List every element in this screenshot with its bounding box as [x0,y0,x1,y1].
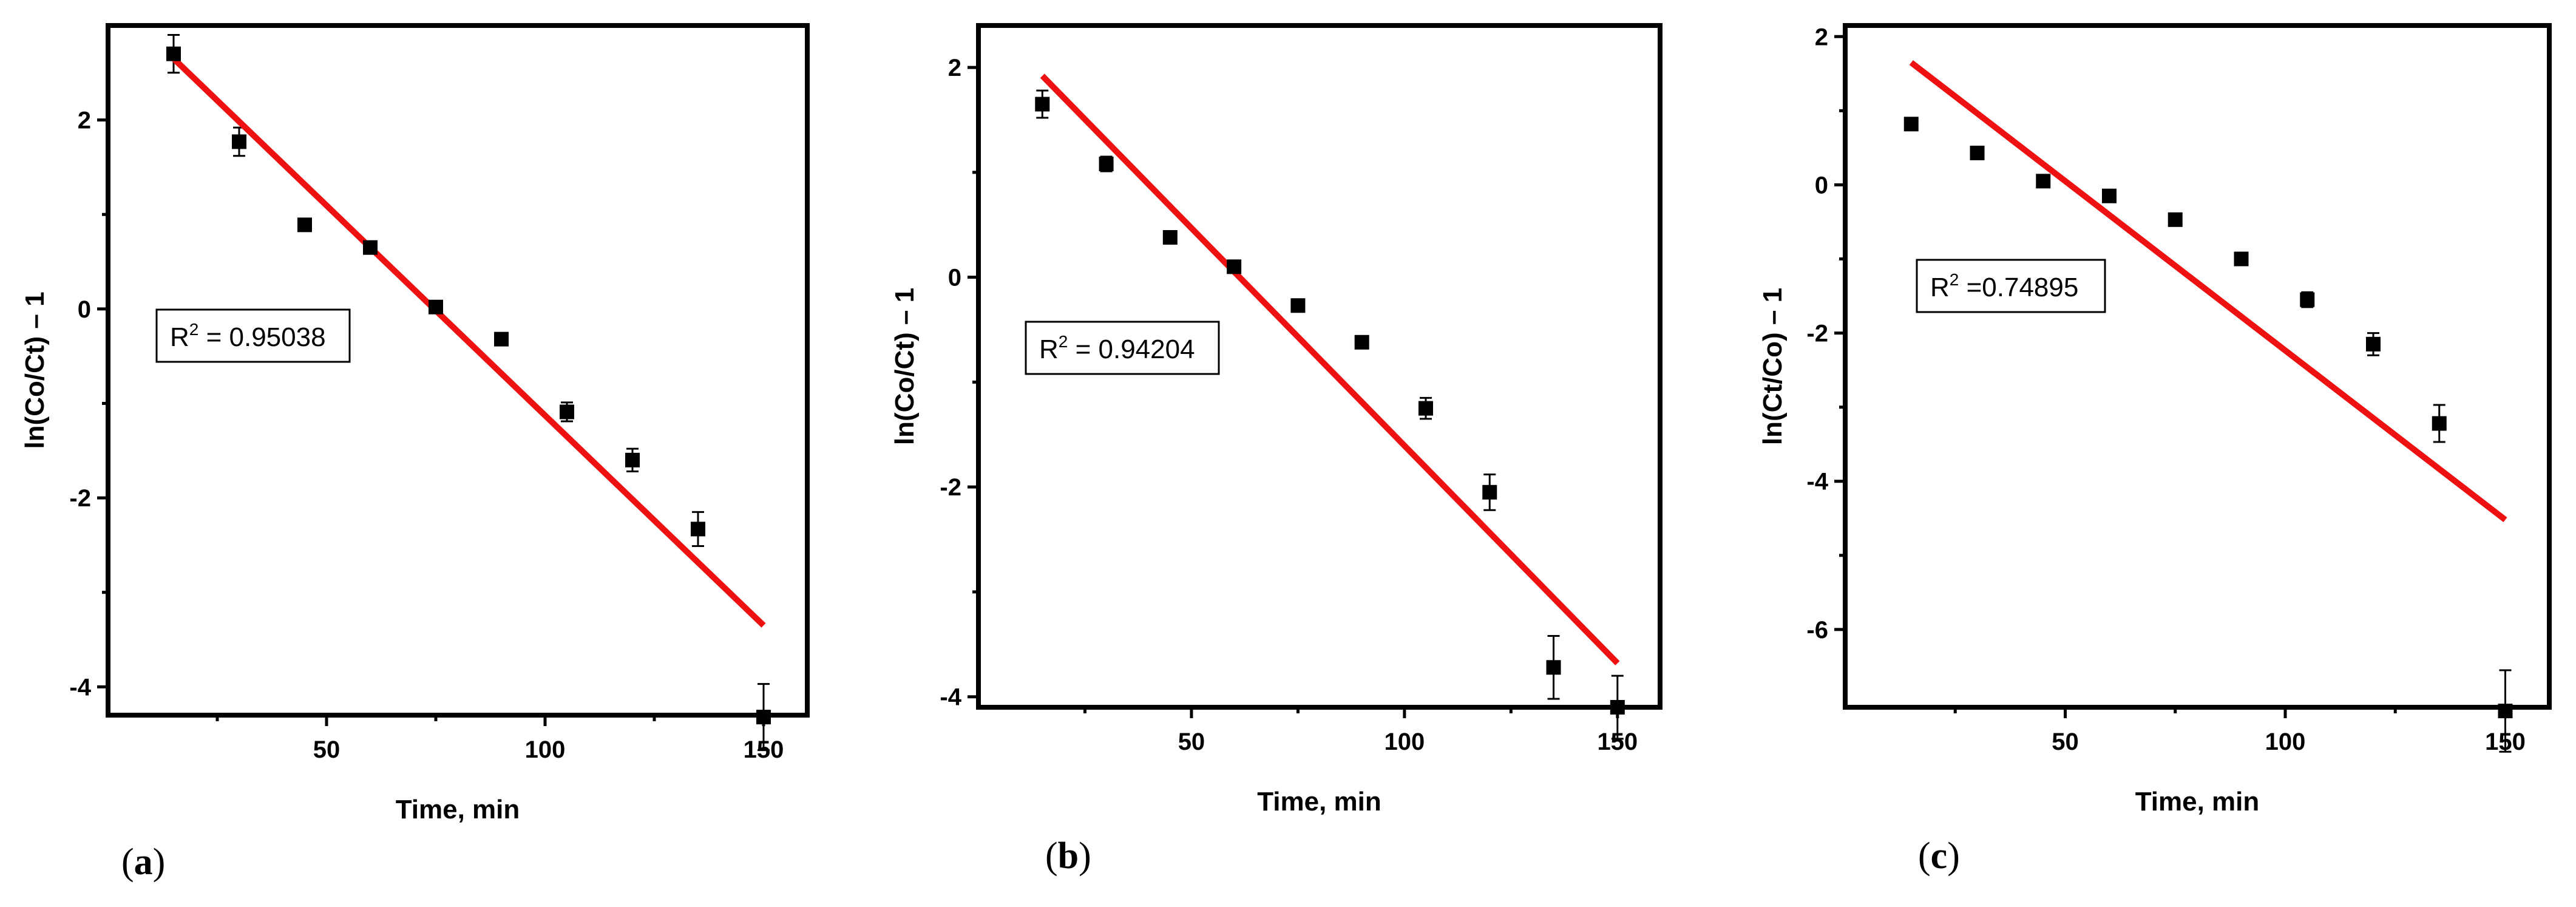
data-point [2234,251,2249,267]
y-tick-label: -2 [69,485,91,512]
y-tick-label: -2 [1806,321,1828,347]
data-point [1354,335,1369,350]
data-point [363,240,378,255]
data-point [2036,174,2051,189]
r2-box [155,308,351,363]
y-tick-label: -6 [1806,617,1828,644]
data-point [1290,298,1306,313]
data-point [2168,212,2183,227]
r2-label: R2 = 0.95038 [170,320,326,352]
data-point [1546,660,1561,675]
data-point [1035,97,1050,112]
x-tick-label: 100 [2265,729,2306,755]
r2-box [1025,321,1220,375]
y-tick-label: 2 [948,55,961,81]
data-point [756,710,771,725]
fit-line [171,56,766,628]
data-point [1227,259,1242,274]
data-point [691,521,705,537]
data-point [560,404,574,420]
panel-label: (b) [1045,835,1091,877]
data-point [1162,229,1178,245]
x-axis-label: Time, min [396,795,520,824]
data-point [625,452,640,467]
y-axis-label: ln(Ct/Co) – 1 [1758,288,1788,445]
data-point [2102,188,2117,203]
plot-frame [1843,23,2552,710]
data-point [1903,117,1919,132]
data-point [297,217,312,233]
fit-line [1909,60,2507,523]
data-point [232,134,246,149]
r2-box [1916,259,2106,313]
plot-frame [106,23,810,718]
x-tick-label: 100 [1385,729,1425,755]
data-point [1418,401,1433,416]
data-point [429,299,443,314]
data-point [1482,484,1497,500]
data-point [1610,700,1625,715]
panel-label: (a) [121,841,165,883]
y-tick-label: -4 [1806,469,1828,495]
x-tick-label: 50 [313,736,341,763]
r2-label: R2 = 0.94204 [1039,332,1195,364]
y-tick-label: 0 [948,265,961,291]
y-axis-label: ln(Co/Ct) – 1 [890,288,920,445]
x-axis-label: Time, min [1257,787,1381,817]
x-tick-label: 100 [525,736,566,763]
x-axis-label: Time, min [2135,787,2260,817]
data-point [166,46,181,61]
y-tick-label: -4 [69,674,91,701]
data-point [2300,292,2315,307]
panel-label: (c) [1918,835,1960,877]
y-axis-label: ln(Co/Ct) – 1 [20,291,50,449]
data-point [494,331,509,347]
data-point [2432,416,2447,431]
fit-line [1040,73,1620,665]
data-point [1970,145,1985,160]
x-tick-label: 50 [2052,729,2079,755]
data-point [2366,336,2381,352]
y-tick-label: 0 [78,296,91,323]
data-point [1099,157,1114,172]
y-tick-label: -2 [940,474,961,501]
data-point [2498,704,2513,719]
y-tick-label: 2 [78,107,91,134]
x-tick-label: 50 [1178,729,1205,755]
y-tick-label: 0 [1815,172,1828,199]
r2-label: R2 =0.74895 [1930,270,2078,302]
y-tick-label: 2 [1815,24,1828,50]
plot-frame [976,23,1663,710]
y-tick-label: -4 [940,684,961,711]
